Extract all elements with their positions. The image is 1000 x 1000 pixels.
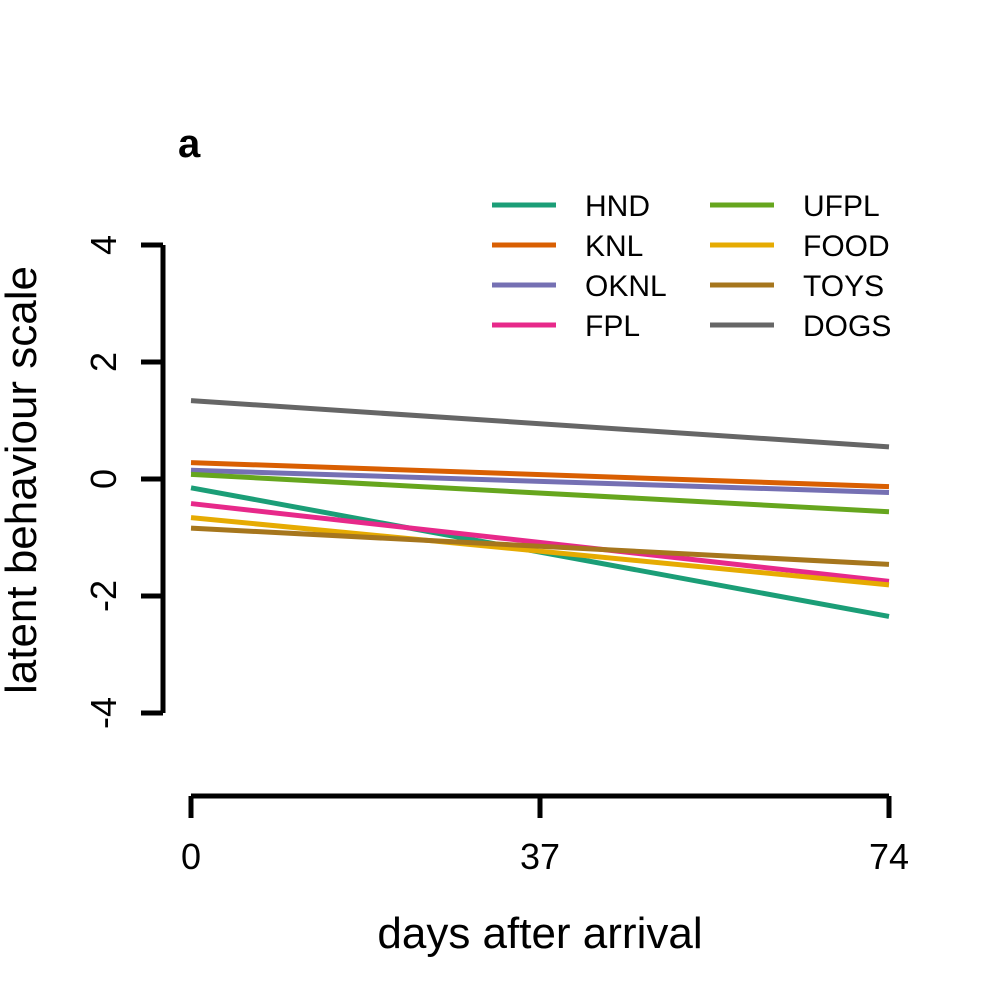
x-tick-label: 74 xyxy=(869,836,909,877)
legend-label: OKNL xyxy=(585,270,667,303)
legend-item-dogs: DOGS xyxy=(710,310,891,343)
legend-label: HND xyxy=(585,190,650,223)
panel-label: a xyxy=(178,122,201,166)
x-tick-label: 0 xyxy=(181,836,201,877)
series-line-ufpl xyxy=(190,471,890,515)
legend-item-fpl: FPL xyxy=(492,310,640,343)
x-tick-label: 37 xyxy=(520,836,560,877)
y-tick-label: 0 xyxy=(83,469,124,489)
legend-label: KNL xyxy=(585,230,643,263)
y-tick-label: -4 xyxy=(83,697,124,729)
series-line-oknl xyxy=(190,467,890,495)
legend: HND KNL OKNL FPL UFPL FOOD TOYS DOGS xyxy=(492,190,891,343)
legend-label: TOYS xyxy=(803,270,884,303)
legend-label: UFPL xyxy=(803,190,880,223)
legend-item-hnd: HND xyxy=(492,190,650,223)
x-axis-title: days after arrival xyxy=(377,909,702,958)
series-line-fpl xyxy=(190,501,890,584)
series-line-toys xyxy=(190,525,890,567)
legend-item-food: FOOD xyxy=(710,230,890,263)
series-line-dogs xyxy=(190,398,890,450)
legend-item-toys: TOYS xyxy=(710,270,884,303)
y-tick-label: 2 xyxy=(83,352,124,372)
legend-item-knl: KNL xyxy=(492,230,643,263)
y-tick-label: 4 xyxy=(83,235,124,255)
legend-label: FPL xyxy=(585,310,640,343)
y-tick-label: -2 xyxy=(83,580,124,612)
legend-label: FOOD xyxy=(803,230,890,263)
x-axis: 0 37 74 xyxy=(181,793,909,877)
series-line-knl xyxy=(190,460,890,490)
legend-label: DOGS xyxy=(803,310,891,343)
series-lines xyxy=(190,398,890,619)
y-axis-title: latent behaviour scale xyxy=(0,266,46,694)
legend-item-ufpl: UFPL xyxy=(710,190,880,223)
legend-item-oknl: OKNL xyxy=(492,270,667,303)
series-line-food xyxy=(190,515,890,588)
y-axis: -4 -2 0 2 4 xyxy=(83,235,166,729)
